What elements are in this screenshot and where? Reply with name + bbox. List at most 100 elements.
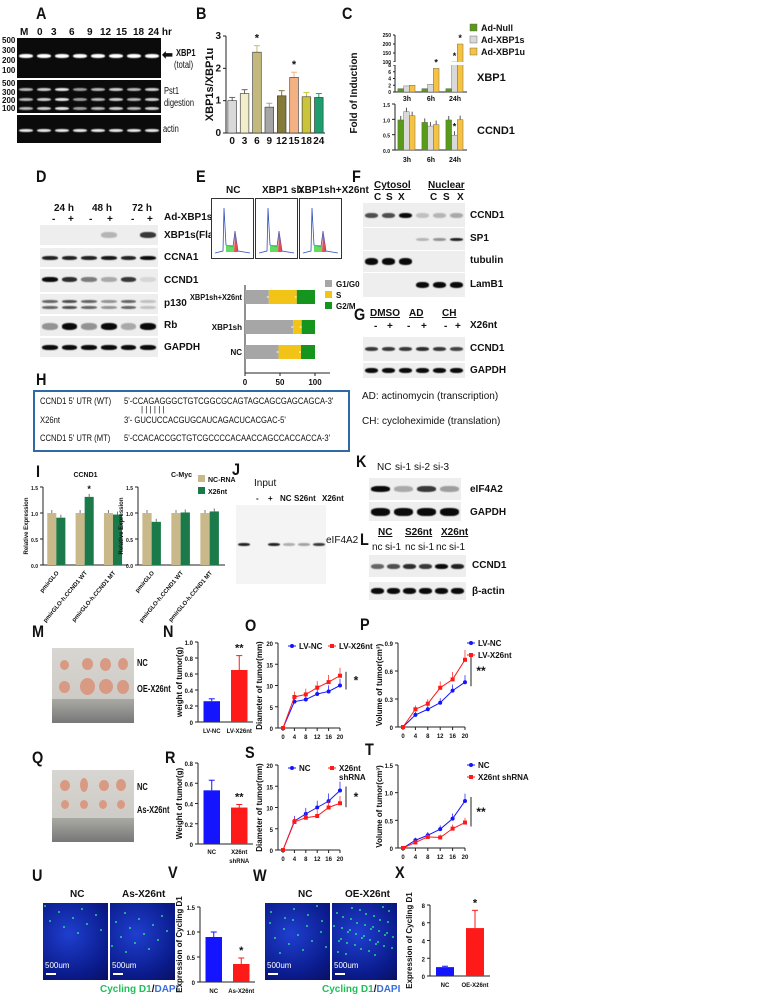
y-tick-label: 1.5 <box>383 103 390 109</box>
y-tick-label: 1.0 <box>383 118 390 124</box>
cyclin-d1-signal <box>306 925 308 927</box>
panel-label-t: T <box>365 740 374 759</box>
slash: / <box>373 984 377 995</box>
blot-label: XBP1s(Flag) <box>164 230 223 241</box>
cyclin-d1-signal <box>49 920 51 922</box>
legend-label: LV-X26nt <box>339 642 373 651</box>
blot-label: GAPDH <box>164 342 201 353</box>
x-tick-label: 6h <box>427 157 435 164</box>
gel-band <box>18 106 34 110</box>
panel-label-u: U <box>32 866 43 885</box>
legend-label: Ad-Null <box>481 23 513 33</box>
gel-band <box>90 128 106 132</box>
cyclin-d1-signal <box>356 922 358 924</box>
gel-band <box>72 128 88 132</box>
gel-band <box>81 255 98 260</box>
seq-x26nt: 3'- GUCUCCACGUGCAUCAGACUCACGAC-5' <box>124 415 286 425</box>
bar <box>209 511 219 565</box>
data-point <box>326 689 331 694</box>
gel-band <box>449 347 464 351</box>
x-tick-label: 9 <box>267 136 273 147</box>
seq-label: X26nt <box>40 415 61 425</box>
y-tick-label: 10 <box>266 807 273 813</box>
gel-band <box>451 588 465 594</box>
group-label: S26nt <box>405 527 433 538</box>
data-point <box>303 692 308 697</box>
gel-band <box>18 54 34 58</box>
x-tick-label: 0 <box>281 857 285 863</box>
cyclin-d1-signal <box>354 944 356 946</box>
y-tick-label: 100 <box>383 60 392 66</box>
sign: + <box>387 321 393 332</box>
cyclin-d1-signal <box>377 941 379 943</box>
tumor <box>99 800 107 809</box>
x-tick-label: 20 <box>462 855 469 861</box>
data-point <box>292 819 297 824</box>
y-tick-label: 0 <box>215 128 221 139</box>
gel-band <box>41 299 58 303</box>
gel-band <box>297 543 310 546</box>
gel-band <box>81 305 98 309</box>
cyclin-d1-signal <box>333 925 335 927</box>
size-marker: 500 <box>2 79 16 88</box>
y-axis-label: Weight of tumor(g) <box>175 767 184 839</box>
y-tick-label: 20 <box>266 642 273 648</box>
y-tick-label: 0.6 <box>385 670 394 676</box>
bar <box>433 124 440 151</box>
panel-label-i: I <box>36 462 41 481</box>
y-axis-label: Diameter of tumor(mm) <box>255 641 264 730</box>
y-tick-label: 0 <box>388 90 391 96</box>
gel-band <box>36 88 52 92</box>
blot-label: p130 <box>164 298 187 309</box>
legend-marker <box>330 766 334 770</box>
cyclin-d1-signal <box>346 942 348 944</box>
tumor <box>118 658 128 670</box>
legend-swatch <box>325 280 332 287</box>
gel-band <box>90 88 106 92</box>
y-axis-label: Fold of Induction <box>349 52 360 133</box>
data-point <box>338 801 342 806</box>
data-point <box>326 680 331 685</box>
y-tick-label: 0.5 <box>385 819 394 825</box>
significance-marker: * <box>434 57 438 67</box>
bar <box>171 513 181 565</box>
x-tick-label: NC <box>207 850 216 856</box>
y-tick-label: 0.5 <box>187 956 196 962</box>
bar <box>151 521 161 565</box>
gel-band <box>386 588 400 594</box>
gel-band <box>394 507 413 516</box>
bar <box>445 88 452 93</box>
gel-band <box>140 322 157 330</box>
data-point <box>463 680 467 685</box>
cyclin-d1-signal <box>283 928 285 930</box>
cyclin-d1-signal <box>138 918 140 920</box>
cyclin-d1-signal <box>274 937 276 939</box>
bar <box>252 51 262 134</box>
x-tick-label: 24 <box>313 136 325 147</box>
panel-label-c: C <box>342 4 353 23</box>
lane-label: si-1 <box>385 542 402 553</box>
lane-label: 6 <box>69 27 75 38</box>
data-point <box>450 826 455 831</box>
tumor <box>80 678 95 695</box>
gel-band <box>140 345 157 350</box>
tumor <box>117 680 129 694</box>
data-point <box>292 694 297 699</box>
bar <box>227 100 237 134</box>
cyclin-d1-signal <box>270 911 272 913</box>
lane-label: S <box>443 192 450 203</box>
lane-label: S <box>386 192 393 203</box>
significance-marker: * <box>453 51 457 61</box>
x-tick-label: 100 <box>308 378 322 387</box>
cyclin-d1-signal <box>383 945 385 947</box>
gel-band <box>54 128 70 132</box>
y-tick-label: 0.0 <box>31 564 38 570</box>
y-tick-label: 2 <box>215 63 221 74</box>
blot-ccnd1 <box>369 555 466 577</box>
legend-label: Ad-XBP1u <box>481 47 525 57</box>
gel-band <box>108 128 124 132</box>
gel-band <box>108 88 124 92</box>
gel-band <box>108 54 124 58</box>
y-tick-label: 15 <box>266 663 273 669</box>
bar <box>403 85 410 93</box>
